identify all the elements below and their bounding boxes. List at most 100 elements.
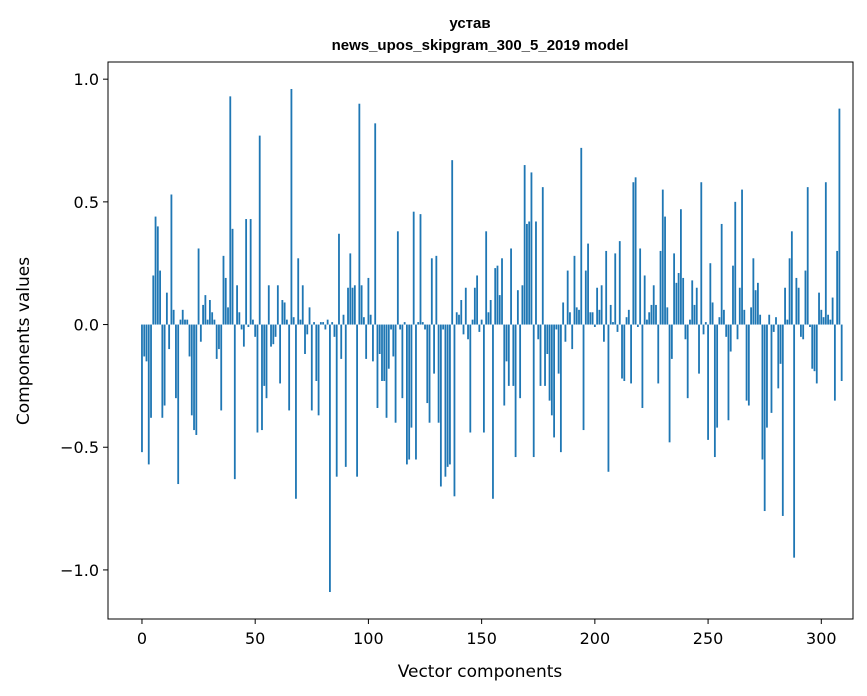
bar (208, 300, 211, 325)
bar (272, 324, 275, 345)
bar (766, 324, 768, 428)
bar (437, 324, 440, 423)
bar (818, 292, 820, 325)
bar (396, 231, 399, 325)
bar (736, 324, 739, 340)
bar (804, 270, 807, 325)
bar (433, 324, 435, 374)
bar (578, 309, 580, 325)
bar (462, 324, 465, 335)
bar (381, 324, 383, 381)
bar (775, 317, 777, 325)
bar (213, 319, 216, 325)
bar (573, 255, 576, 325)
bar (802, 324, 805, 340)
bar (263, 324, 266, 386)
bar (532, 324, 535, 458)
bar (265, 324, 268, 399)
bar (729, 324, 732, 352)
bar (657, 324, 660, 384)
bar (537, 324, 540, 340)
bar (666, 307, 669, 325)
bar (655, 304, 657, 325)
bar (163, 324, 166, 406)
bar (763, 324, 766, 512)
bar (211, 312, 214, 325)
bar (417, 322, 420, 325)
x-tick-label: 100 (353, 629, 384, 648)
bar (281, 300, 284, 325)
bar (317, 324, 320, 416)
bar (331, 322, 334, 325)
bar (476, 275, 479, 325)
bar (308, 307, 311, 325)
x-tick-label: 300 (806, 629, 837, 648)
bar (279, 324, 281, 384)
y-tick-label: −1.0 (60, 561, 99, 580)
bar (478, 324, 481, 332)
bar (471, 319, 474, 325)
bar (781, 324, 784, 516)
bar (680, 209, 682, 325)
bar (528, 221, 531, 325)
bar (444, 324, 447, 477)
bar (258, 135, 261, 325)
bar (424, 324, 426, 330)
bar (779, 324, 782, 364)
bar (673, 253, 676, 325)
bar (693, 304, 696, 325)
bar (170, 194, 173, 325)
bar (335, 324, 338, 477)
bar (342, 314, 345, 325)
bar (415, 324, 417, 460)
x-tick-label: 0 (137, 629, 147, 648)
bar (790, 231, 793, 325)
bar (833, 324, 836, 401)
bar (428, 324, 431, 423)
bar (553, 324, 555, 438)
bar (374, 123, 377, 325)
bar (313, 322, 315, 325)
bar (353, 285, 356, 325)
bar (482, 324, 485, 433)
bar (410, 324, 413, 428)
bar (609, 304, 612, 325)
bar (362, 317, 365, 325)
bar (652, 285, 655, 325)
bar (224, 277, 227, 325)
bar (587, 243, 589, 325)
bar (512, 324, 515, 386)
bar (378, 324, 381, 354)
bar (815, 324, 818, 384)
bar (168, 324, 171, 350)
bar (204, 295, 207, 325)
bar (464, 287, 467, 325)
bars-group (141, 88, 843, 593)
bar (797, 287, 800, 325)
bar (800, 324, 802, 337)
bar (702, 324, 705, 335)
bar (233, 324, 236, 480)
bar (743, 309, 746, 325)
bar (290, 88, 293, 325)
bar (195, 324, 198, 435)
plot-frame (107, 61, 854, 620)
bar (727, 324, 730, 421)
bar (720, 223, 723, 325)
bar (426, 324, 429, 404)
bar (159, 270, 161, 325)
bar (451, 160, 454, 325)
bar (227, 307, 229, 325)
bar (206, 319, 209, 325)
chart-title-line-2: news_upos_skipgram_300_5_2019 model (332, 37, 629, 54)
bar (184, 319, 186, 325)
bar (788, 258, 791, 325)
bar (618, 241, 621, 325)
bar (202, 304, 205, 325)
bar (621, 324, 623, 379)
bar (686, 324, 689, 399)
bar (582, 324, 585, 431)
bar (401, 324, 404, 399)
bar (267, 285, 270, 325)
bar (793, 324, 796, 558)
